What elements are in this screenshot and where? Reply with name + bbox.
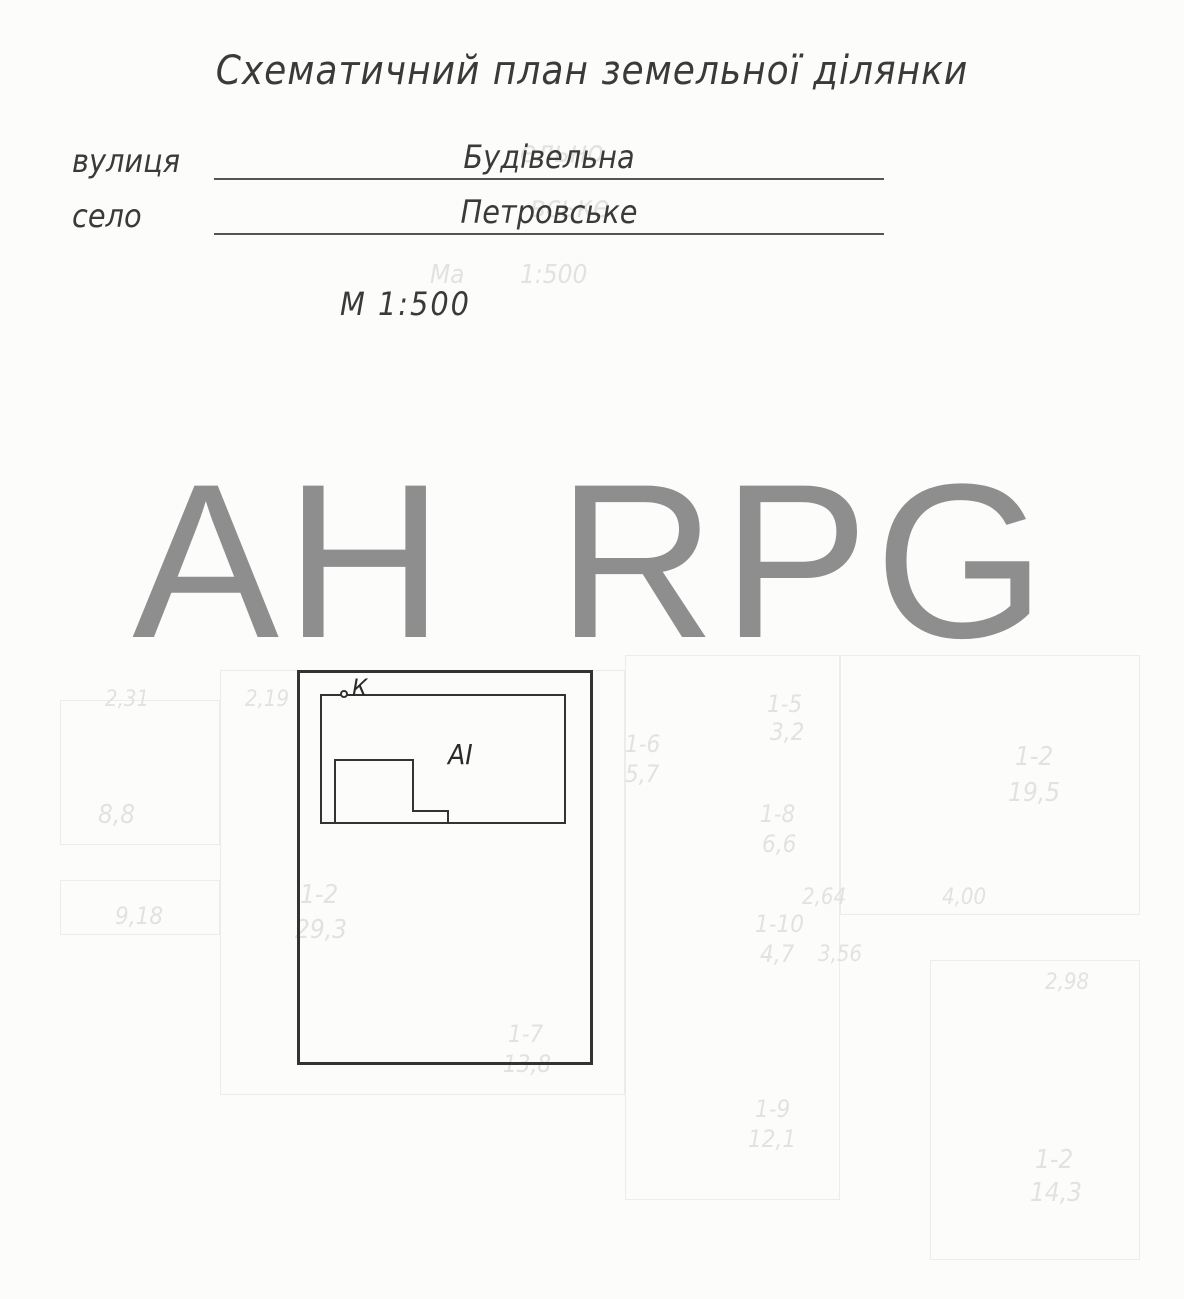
plan-label-ai: АІ — [448, 738, 473, 771]
plan-building-notch — [0, 0, 1184, 1299]
page: ельновськеМа1:5001-219,51-229,31-53,21-6… — [0, 0, 1184, 1299]
plan-k-dot — [340, 690, 348, 698]
plan-k-marker: К — [352, 674, 367, 702]
